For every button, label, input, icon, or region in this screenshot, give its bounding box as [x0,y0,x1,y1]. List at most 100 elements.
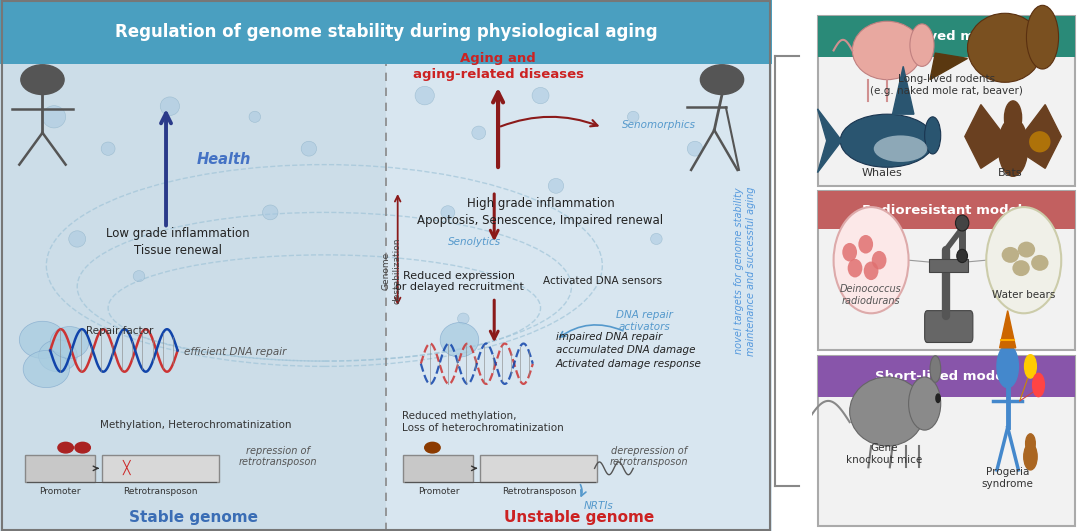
Text: Repair factor: Repair factor [86,327,153,336]
Text: Activated DNA sensors: Activated DNA sensors [543,277,662,286]
Circle shape [75,442,91,453]
Circle shape [1024,443,1037,470]
Ellipse shape [627,112,639,123]
Text: Senolytics: Senolytics [448,237,501,246]
Ellipse shape [1031,255,1049,271]
Ellipse shape [532,88,549,104]
Ellipse shape [910,24,934,66]
Ellipse shape [23,350,69,388]
Text: NRTIs: NRTIs [583,501,613,511]
Ellipse shape [872,251,887,270]
Ellipse shape [968,13,1042,82]
Ellipse shape [930,356,941,382]
Text: Unstable genome: Unstable genome [504,510,654,525]
Text: impaired DNA repair
accumulated DNA damage
Activated damage response: impaired DNA repair accumulated DNA dama… [556,332,702,369]
Polygon shape [818,135,841,173]
Text: High grade inflammation
Apoptosis, Senescence, Impaired renewal: High grade inflammation Apoptosis, Senes… [418,198,663,227]
Text: DNA repair
activators: DNA repair activators [617,311,673,332]
Text: Methylation, Heterochromatinization: Methylation, Heterochromatinization [100,420,292,430]
Ellipse shape [69,231,85,247]
Ellipse shape [852,21,922,80]
Ellipse shape [924,117,941,154]
Text: Promoter: Promoter [40,487,81,496]
Circle shape [424,442,441,453]
FancyBboxPatch shape [0,0,772,64]
FancyBboxPatch shape [387,64,772,531]
FancyBboxPatch shape [25,455,95,482]
Ellipse shape [42,106,66,128]
Ellipse shape [50,327,89,358]
Polygon shape [930,53,968,80]
Text: Health: Health [197,152,252,167]
FancyBboxPatch shape [0,64,387,531]
Text: Long-lived rodents
(e.g. naked mole rat, beaver): Long-lived rodents (e.g. naked mole rat,… [869,74,1023,96]
Ellipse shape [687,141,703,156]
Circle shape [936,394,941,402]
Circle shape [1025,355,1037,378]
Ellipse shape [650,234,662,244]
Text: Radioresistant models: Radioresistant models [862,204,1030,217]
Ellipse shape [262,205,278,220]
FancyBboxPatch shape [481,455,597,482]
Ellipse shape [1001,247,1020,263]
FancyBboxPatch shape [818,356,1075,397]
Ellipse shape [1017,242,1035,258]
Text: efficient DNA repair: efficient DNA repair [185,347,286,356]
Text: Reduced expression
or delayed recruitment: Reduced expression or delayed recruitmen… [395,271,524,292]
Polygon shape [1000,311,1015,348]
Circle shape [701,65,744,95]
Ellipse shape [249,112,260,123]
Text: Progeria
syndrome: Progeria syndrome [982,467,1034,489]
Circle shape [1026,434,1036,453]
Ellipse shape [160,97,179,116]
Ellipse shape [472,126,486,140]
Ellipse shape [834,207,908,313]
Ellipse shape [1029,131,1051,152]
FancyBboxPatch shape [818,191,1075,229]
Ellipse shape [848,259,862,278]
Ellipse shape [840,114,934,167]
FancyBboxPatch shape [102,455,218,482]
Polygon shape [1013,105,1062,168]
Circle shape [1004,101,1022,135]
Ellipse shape [415,86,434,105]
Text: ╳: ╳ [122,460,130,475]
Text: Low grade inflammation
Tissue renewal: Low grade inflammation Tissue renewal [106,227,249,256]
Ellipse shape [864,261,878,280]
Polygon shape [818,109,841,146]
Ellipse shape [102,142,116,156]
Ellipse shape [39,340,78,372]
Text: Bats: Bats [998,168,1023,177]
Circle shape [997,345,1018,388]
Ellipse shape [549,178,564,193]
Ellipse shape [842,243,858,261]
Text: derepression of
retrotransposon: derepression of retrotransposon [609,446,688,467]
Ellipse shape [441,322,478,357]
Ellipse shape [850,377,924,446]
Ellipse shape [1012,260,1030,276]
Text: Regulation of genome stability during physiological aging: Regulation of genome stability during ph… [114,23,658,41]
Text: Genome
destabilization: Genome destabilization [382,237,401,304]
Circle shape [58,442,73,453]
FancyBboxPatch shape [924,311,973,342]
Text: Promoter: Promoter [418,487,459,496]
Text: Reduced methylation,
Loss of heterochromatinization: Reduced methylation, Loss of heterochrom… [402,411,564,433]
Polygon shape [892,66,914,114]
Ellipse shape [441,205,455,219]
Text: Water bears: Water bears [993,290,1055,299]
FancyBboxPatch shape [818,16,1075,57]
Circle shape [21,65,64,95]
Ellipse shape [957,250,968,263]
Ellipse shape [956,215,969,231]
Ellipse shape [133,270,145,282]
Ellipse shape [1026,5,1058,69]
FancyBboxPatch shape [930,259,968,272]
Ellipse shape [874,135,928,162]
Ellipse shape [458,313,469,324]
Text: Deinococcus
radiodurans: Deinococcus radiodurans [840,284,902,306]
Circle shape [1032,373,1044,397]
Ellipse shape [19,321,66,358]
FancyBboxPatch shape [818,191,1075,350]
Text: repression of
retrotransposon: repression of retrotransposon [239,446,318,467]
Text: Short-lived models: Short-lived models [875,370,1017,383]
